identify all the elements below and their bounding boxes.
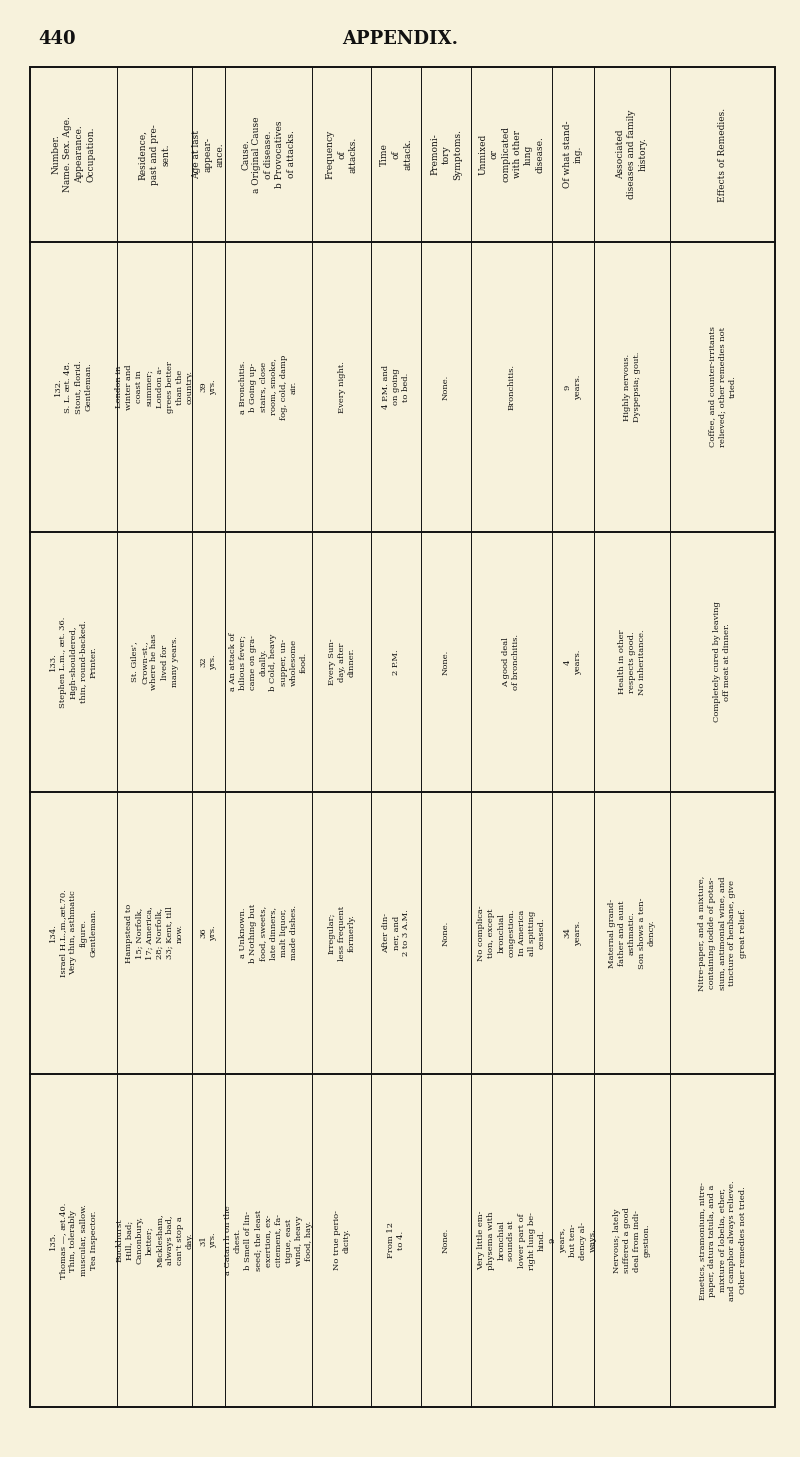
Text: Nervous; lately
suffered a good
deal from indi-
gestion.: Nervous; lately suffered a good deal fro… bbox=[613, 1208, 651, 1273]
Text: Highly nervous.
Dyspepsia; gout.: Highly nervous. Dyspepsia; gout. bbox=[622, 351, 641, 423]
Text: 2 P.M.: 2 P.M. bbox=[392, 650, 400, 675]
Text: London in
winter and
coast in
summer;
London a-
grees better
than the
country.: London in winter and coast in summer; Lo… bbox=[115, 361, 194, 412]
Text: Effects of Remedies.: Effects of Remedies. bbox=[718, 108, 727, 201]
Text: a Bronchitis.
b Going up-
stairs, close
room, smoke,
fog, cold, damp
air.: a Bronchitis. b Going up- stairs, close … bbox=[239, 354, 298, 420]
Text: Residence,
past and pre-
sent.: Residence, past and pre- sent. bbox=[138, 124, 170, 185]
Text: No true perio-
dicity.: No true perio- dicity. bbox=[333, 1211, 350, 1271]
Text: 4
years.: 4 years. bbox=[564, 650, 582, 675]
Text: Cause.
a Original Cause
of disease.
b Provocatives
of attacks.: Cause. a Original Cause of disease. b Pr… bbox=[241, 117, 296, 192]
Text: Associated
diseases and family
history.: Associated diseases and family history. bbox=[616, 109, 648, 200]
Text: None.: None. bbox=[442, 921, 450, 946]
Text: Very little em-
physema with
bronchial
sounds at
lower part of
right lung be-
hi: Very little em- physema with bronchial s… bbox=[477, 1211, 546, 1271]
Text: Health in other
respects good.
No inheritance.: Health in other respects good. No inheri… bbox=[618, 629, 646, 695]
Text: Emetics, stramonium, nitre-
paper, datura tatula, and a
mixture of lobelia, ethe: Emetics, stramonium, nitre- paper, datur… bbox=[698, 1180, 746, 1301]
Text: Hampstead to
15; Norfolk,
17; America,
28; Norfolk,
33; Kent, till
now.: Hampstead to 15; Norfolk, 17; America, 2… bbox=[126, 903, 184, 963]
Text: From 12
to 4.: From 12 to 4. bbox=[387, 1222, 405, 1259]
Text: Premoni-
tory
Symptoms.: Premoni- tory Symptoms. bbox=[430, 130, 462, 181]
Text: Every Sun-
day, after
dinner.: Every Sun- day, after dinner. bbox=[327, 638, 356, 685]
Text: Buckhurst
Hill, bad;
Canonbury,
better;
Micklesham,
always bad,
can't stop a
day: Buckhurst Hill, bad; Canonbury, better; … bbox=[115, 1214, 194, 1268]
Text: 36
yrs.: 36 yrs. bbox=[199, 925, 218, 941]
Text: Maternal grand-
father and aunt
asthmatic.
Son shows a ten-
dency.: Maternal grand- father and aunt asthmati… bbox=[607, 898, 656, 969]
Text: St. Giles',
Crown-st.,
where he has
lived for
many years.: St. Giles', Crown-st., where he has live… bbox=[130, 634, 178, 691]
Text: 134.
Israel H.L.,m.,æt.70.
Very thin, asthmatic
figure.
Gentleman.: 134. Israel H.L.,m.,æt.70. Very thin, as… bbox=[50, 889, 98, 976]
Text: Time
of
attack.: Time of attack. bbox=[380, 138, 412, 170]
Text: Every night.: Every night. bbox=[338, 361, 346, 412]
Text: No complica-
tion, except
bronchial
congestion.
In America
all spitting
ceased.: No complica- tion, except bronchial cong… bbox=[477, 905, 546, 960]
Text: 32
yrs.: 32 yrs. bbox=[199, 654, 218, 670]
Text: 34
years.: 34 years. bbox=[564, 921, 582, 946]
Text: 135.
Thomas —, æt.40.
Thin, tolerably
muscular, sallow.
Tea Inspector.: 135. Thomas —, æt.40. Thin, tolerably mu… bbox=[50, 1202, 98, 1279]
Text: None.: None. bbox=[442, 650, 450, 675]
Text: 31
yrs.: 31 yrs. bbox=[199, 1233, 218, 1249]
Text: Completely cured by leaving
off meat at dinner.: Completely cured by leaving off meat at … bbox=[714, 602, 731, 723]
Text: APPENDIX.: APPENDIX. bbox=[342, 31, 458, 48]
Text: 132.
S. L. æt. 48.
Stout, florid.
Gentleman.: 132. S. L. æt. 48. Stout, florid. Gentle… bbox=[54, 360, 93, 414]
Text: Of what stand-
ing.: Of what stand- ing. bbox=[562, 121, 583, 188]
Text: None.: None. bbox=[442, 374, 450, 399]
Text: a An attack of
bilious fever;
came on gra-
dually.
b Cold, heavy
supper, un-
who: a An attack of bilious fever; came on gr… bbox=[229, 632, 308, 691]
Text: a Unknown.
b Nothing but
food, sweets,
late dinners,
malt liquor,
made dishes.: a Unknown. b Nothing but food, sweets, l… bbox=[239, 903, 298, 963]
Text: 9
years.: 9 years. bbox=[564, 374, 582, 399]
Text: Bronchitis.: Bronchitis. bbox=[507, 364, 515, 409]
Text: a Catarrh on the
chest.
b Smell of lin-
seed; the least
exertion, ex-
citement, : a Catarrh on the chest. b Smell of lin- … bbox=[224, 1206, 313, 1275]
Text: 4 P.M. and
on going
to bed.: 4 P.M. and on going to bed. bbox=[382, 364, 410, 409]
Text: 440: 440 bbox=[38, 31, 76, 48]
Text: Frequency
of
attacks.: Frequency of attacks. bbox=[326, 130, 358, 179]
Text: Age at last
appear-
ance.: Age at last appear- ance. bbox=[193, 130, 225, 179]
Text: 9
years,
but ten-
dency al-
ways.: 9 years, but ten- dency al- ways. bbox=[549, 1221, 597, 1259]
Text: Nitre-paper, and a mixture,
containing iodide of potas-
sium, antimonial wine, a: Nitre-paper, and a mixture, containing i… bbox=[698, 876, 746, 991]
Text: A good deal
of bronchitis.: A good deal of bronchitis. bbox=[502, 634, 521, 691]
Text: None.: None. bbox=[442, 1228, 450, 1253]
Text: Irregular;
less frequent
formerly.: Irregular; less frequent formerly. bbox=[327, 905, 356, 960]
Text: Coffee, and counter-irritants
relieved; other remedies not
tried.: Coffee, and counter-irritants relieved; … bbox=[708, 326, 737, 447]
Text: Unmixed
or
complicated
with other
lung
disease.: Unmixed or complicated with other lung d… bbox=[478, 127, 545, 182]
Text: 133.
Stephen L.m., æt. 36.
High-shouldered,
thin, round-backed.
Printer.: 133. Stephen L.m., æt. 36. High-shoulder… bbox=[50, 616, 98, 708]
Text: 39
yrs.: 39 yrs. bbox=[199, 379, 218, 395]
Text: Number.
Name. Sex. Age.
Appearance.
Occupation.: Number. Name. Sex. Age. Appearance. Occu… bbox=[52, 117, 95, 192]
Text: After din-
ner, and
2 to 3 A.M.: After din- ner, and 2 to 3 A.M. bbox=[382, 909, 410, 956]
